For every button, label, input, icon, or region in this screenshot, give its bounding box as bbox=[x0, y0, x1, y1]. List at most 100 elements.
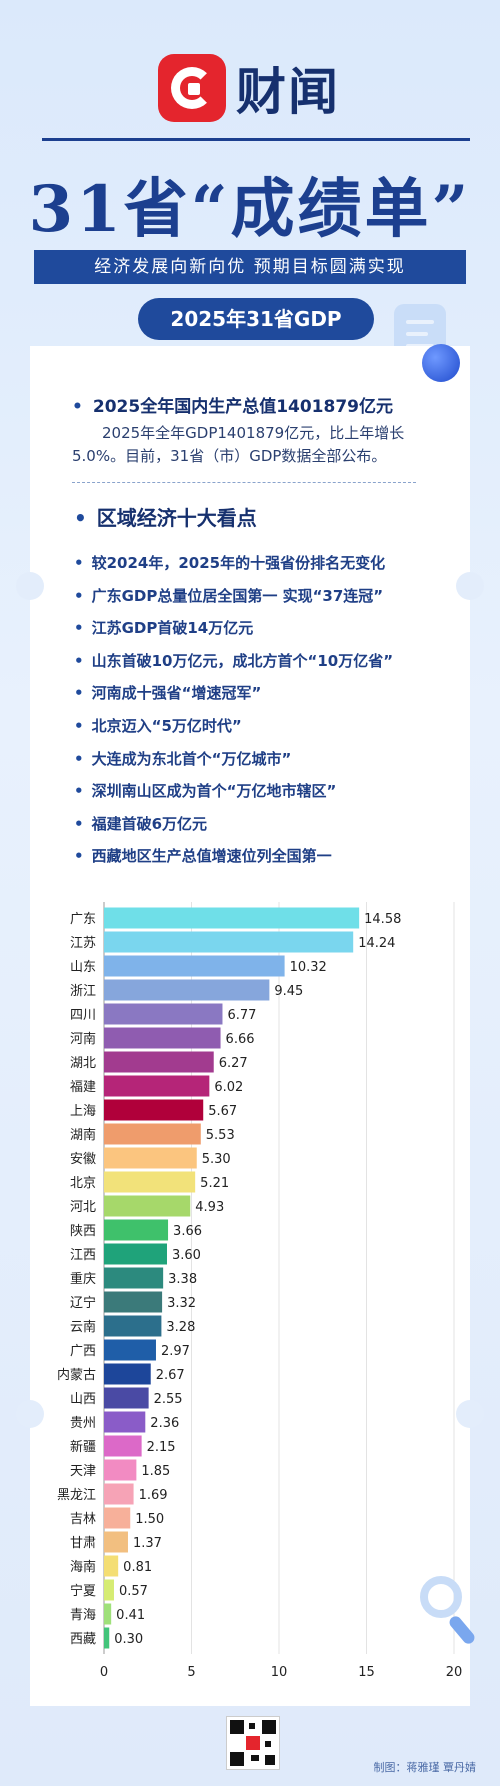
bar bbox=[104, 1075, 210, 1097]
value-label: 10.32 bbox=[290, 960, 327, 975]
bar bbox=[104, 1531, 128, 1553]
value-label: 5.67 bbox=[208, 1104, 237, 1119]
category-label: 天津 bbox=[70, 1464, 96, 1479]
content-panel bbox=[30, 346, 470, 1706]
highlight-item-text: 深圳南山区成为首个“万亿地市辖区” bbox=[91, 782, 337, 801]
credit-text: 制图：蒋雅瑾 覃丹婧 bbox=[373, 1761, 477, 1774]
gdp-heading: • 2025全年国内生产总值1401879亿元 bbox=[72, 397, 393, 417]
panel-notch-right bbox=[456, 572, 484, 600]
category-label: 江西 bbox=[70, 1248, 96, 1263]
gdp-heading-text: 2025全年国内生产总值1401879亿元 bbox=[92, 397, 393, 417]
bar bbox=[104, 1555, 119, 1577]
highlight-item-text: 福建首破6万亿元 bbox=[91, 814, 208, 833]
highlight-item: • 河南成十强省“增速冠军” bbox=[74, 684, 262, 703]
value-label: 3.38 bbox=[168, 1272, 197, 1287]
value-label: 14.58 bbox=[364, 912, 401, 927]
value-label: 3.66 bbox=[173, 1224, 202, 1239]
magnifier-icon bbox=[420, 1576, 462, 1618]
value-label: 5.53 bbox=[206, 1128, 235, 1143]
value-label: 0.81 bbox=[123, 1560, 152, 1575]
highlight-item-text: 江苏GDP首破14万亿元 bbox=[91, 619, 254, 638]
x-tick-label: 20 bbox=[446, 1665, 463, 1680]
category-label: 湖南 bbox=[70, 1127, 96, 1143]
panel-notch-left-2 bbox=[16, 1400, 44, 1428]
highlight-item-text: 山东首破10万亿元，成北方首个“10万亿省” bbox=[91, 651, 394, 670]
category-label: 四川 bbox=[70, 1008, 96, 1023]
value-label: 2.55 bbox=[154, 1392, 183, 1407]
bar bbox=[104, 1411, 146, 1433]
highlights-heading-text: 区域经济十大看点 bbox=[96, 506, 257, 530]
category-label: 安徽 bbox=[70, 1152, 96, 1167]
bar bbox=[104, 979, 270, 1001]
category-label: 广东 bbox=[70, 912, 96, 927]
value-label: 2.36 bbox=[150, 1416, 179, 1431]
value-label: 4.93 bbox=[195, 1200, 224, 1215]
value-label: 1.69 bbox=[139, 1488, 168, 1503]
bar bbox=[104, 1483, 134, 1505]
category-label: 云南 bbox=[70, 1319, 96, 1335]
value-label: 6.02 bbox=[214, 1080, 243, 1095]
value-label: 5.30 bbox=[202, 1152, 231, 1167]
value-label: 2.97 bbox=[161, 1344, 190, 1359]
highlight-item-text: 西藏地区生产总值增速位列全国第一 bbox=[91, 847, 332, 866]
highlight-item-text: 广东GDP总量位居全国第一 实现“37连冠” bbox=[91, 586, 384, 605]
value-label: 0.41 bbox=[116, 1608, 145, 1623]
bar bbox=[104, 1171, 196, 1193]
bar bbox=[104, 1339, 156, 1361]
bar bbox=[104, 1387, 149, 1409]
value-label: 3.32 bbox=[167, 1296, 196, 1311]
highlight-item: • 深圳南山区成为首个“万亿地市辖区” bbox=[74, 782, 337, 801]
bar bbox=[104, 931, 354, 953]
qr-code bbox=[226, 1716, 280, 1770]
bar bbox=[104, 907, 360, 929]
highlight-item: • 较2024年，2025年的十强省份排名无变化 bbox=[74, 554, 386, 572]
category-label: 广西 bbox=[70, 1344, 96, 1359]
value-label: 1.50 bbox=[135, 1512, 164, 1527]
bar bbox=[104, 1459, 137, 1481]
gdp-bar-chart: 0 5 10 15 20 广东 14.58 江苏 14.24 山东 10.32 浙江 9.45 四川 6.7… bbox=[57, 902, 463, 1680]
highlight-item: • 江苏GDP首破14万亿元 bbox=[74, 619, 254, 638]
highlights-heading: • 区域经济十大看点 bbox=[74, 506, 257, 530]
value-label: 3.28 bbox=[166, 1320, 195, 1335]
panel-notch-left bbox=[16, 572, 44, 600]
highlight-item-text: 北京迈入“5万亿时代” bbox=[91, 717, 242, 735]
bar bbox=[104, 1147, 197, 1169]
value-label: 6.27 bbox=[219, 1056, 248, 1071]
value-label: 9.45 bbox=[274, 984, 303, 999]
x-tick-label: 5 bbox=[187, 1665, 195, 1680]
value-label: 6.77 bbox=[227, 1008, 256, 1023]
subtitle-bar: 经济发展向新向优 预期目标圆满实现 bbox=[34, 250, 466, 284]
bar bbox=[104, 1003, 223, 1025]
category-label: 甘肃 bbox=[70, 1536, 96, 1551]
title-rule-top bbox=[42, 138, 470, 141]
brand-name: 财闻 bbox=[236, 63, 340, 121]
category-label: 重庆 bbox=[70, 1271, 96, 1287]
page-title: 31省“成绩单” bbox=[28, 172, 472, 247]
brand-logo: 财闻 bbox=[158, 52, 340, 124]
highlight-item-text: 较2024年，2025年的十强省份排名无变化 bbox=[91, 554, 386, 572]
category-label: 贵州 bbox=[70, 1416, 96, 1431]
category-label: 辽宁 bbox=[70, 1295, 96, 1311]
highlight-item: • 福建首破6万亿元 bbox=[74, 814, 208, 833]
bar bbox=[104, 1099, 204, 1121]
value-label: 2.15 bbox=[147, 1440, 176, 1455]
section-pill: 2025年31省GDP bbox=[138, 298, 374, 340]
bar bbox=[104, 1027, 221, 1049]
value-label: 0.30 bbox=[114, 1632, 143, 1647]
gdp-paragraph: 2025年全年GDP1401879亿元，比上年增长5.0%。目前，31省（市）G… bbox=[72, 424, 405, 465]
bar bbox=[104, 1219, 169, 1241]
value-label: 2.67 bbox=[156, 1368, 185, 1383]
value-label: 14.24 bbox=[358, 936, 395, 951]
category-label: 山西 bbox=[70, 1392, 96, 1407]
category-label: 湖北 bbox=[70, 1056, 96, 1071]
bar bbox=[104, 1435, 142, 1457]
category-label: 青海 bbox=[70, 1608, 96, 1623]
bar bbox=[104, 1579, 114, 1601]
x-tick-label: 0 bbox=[100, 1665, 108, 1680]
bar bbox=[104, 1051, 214, 1073]
category-label: 江苏 bbox=[70, 935, 96, 951]
value-label: 1.85 bbox=[141, 1464, 170, 1479]
chat-bubble-icon bbox=[158, 54, 226, 122]
category-label: 陕西 bbox=[70, 1224, 96, 1239]
bar bbox=[104, 1363, 151, 1385]
